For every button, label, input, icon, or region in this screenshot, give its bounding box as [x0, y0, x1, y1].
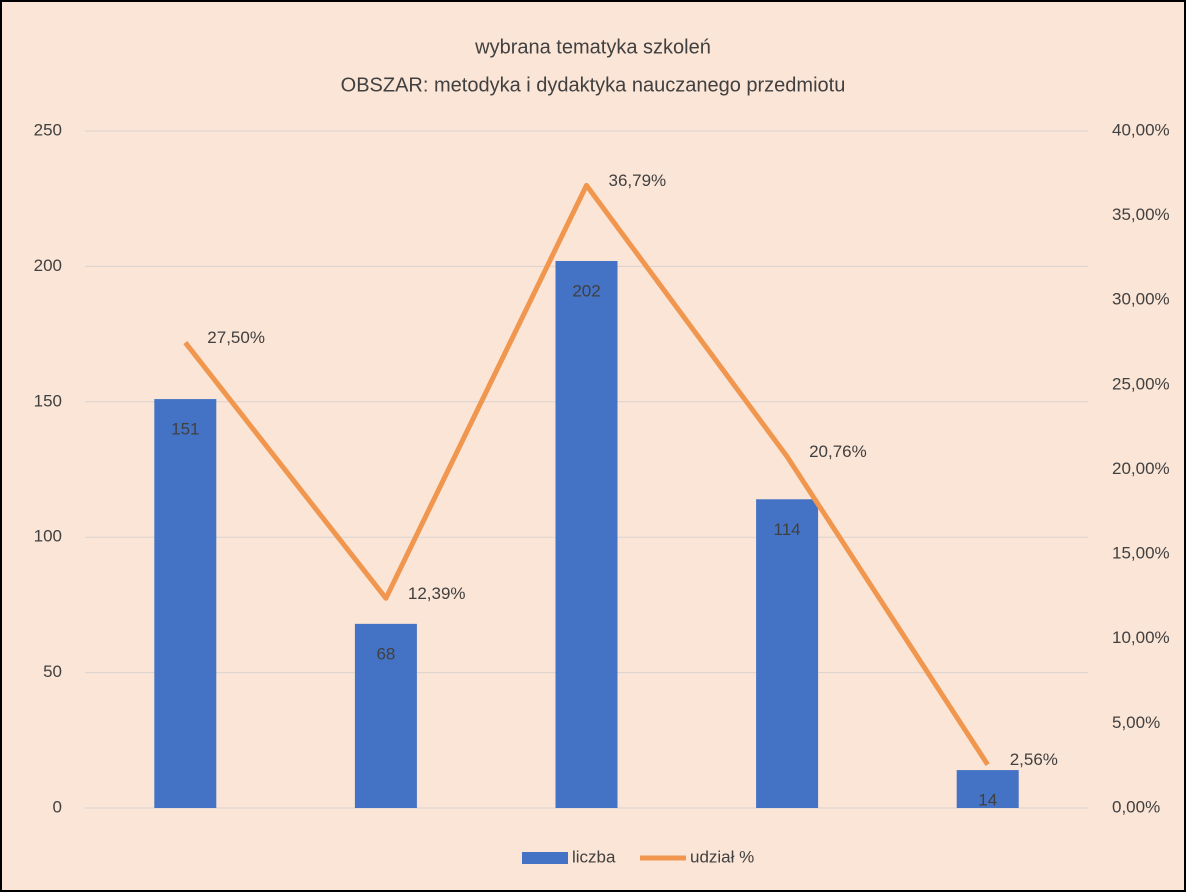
y-tick-label: 200 [34, 256, 62, 275]
bar-value-label: 68 [376, 644, 395, 663]
y2-tick-label: 35,00% [1112, 205, 1170, 224]
y2-tick-label: 15,00% [1112, 544, 1170, 563]
y-tick-label: 100 [34, 527, 62, 546]
y2-tick-label: 25,00% [1112, 374, 1170, 393]
y2-tick-label: 40,00% [1112, 120, 1170, 139]
legend-swatch [522, 852, 568, 864]
y2-tick-label: 30,00% [1112, 290, 1170, 309]
bar-value-label: 114 [774, 520, 801, 539]
bar-value-label: 202 [572, 281, 600, 300]
y-tick-label: 0 [53, 797, 62, 816]
legend-label: udział % [690, 847, 754, 866]
y2-tick-label: 0,00% [1112, 797, 1160, 816]
bar [354, 623, 417, 808]
chart-title: wybrana tematyka szkoleń [474, 36, 711, 58]
y-tick-label: 250 [34, 120, 62, 139]
line-value-label: 20,76% [809, 442, 867, 461]
bar-value-label: 151 [171, 420, 199, 439]
line-value-label: 12,39% [408, 584, 466, 603]
line [183, 182, 990, 767]
y2-tick-label: 5,00% [1112, 713, 1160, 732]
chart-subtitle: OBSZAR: metodyka i dydaktyka nauczanego … [341, 74, 846, 96]
bar [756, 499, 819, 808]
y-tick-label: 150 [34, 391, 62, 410]
line-value-label: 27,50% [207, 328, 265, 347]
line-value-label: 2,56% [1010, 750, 1058, 769]
legend-label: liczba [572, 847, 616, 866]
y2-tick-label: 10,00% [1112, 628, 1170, 647]
bar [555, 260, 618, 808]
bar [956, 770, 1019, 808]
y2-tick-label: 20,00% [1112, 459, 1170, 478]
bar-value-label: 14 [978, 791, 997, 810]
y-tick-label: 50 [43, 662, 62, 681]
bar [154, 399, 217, 808]
line-value-label: 36,79% [609, 171, 667, 190]
